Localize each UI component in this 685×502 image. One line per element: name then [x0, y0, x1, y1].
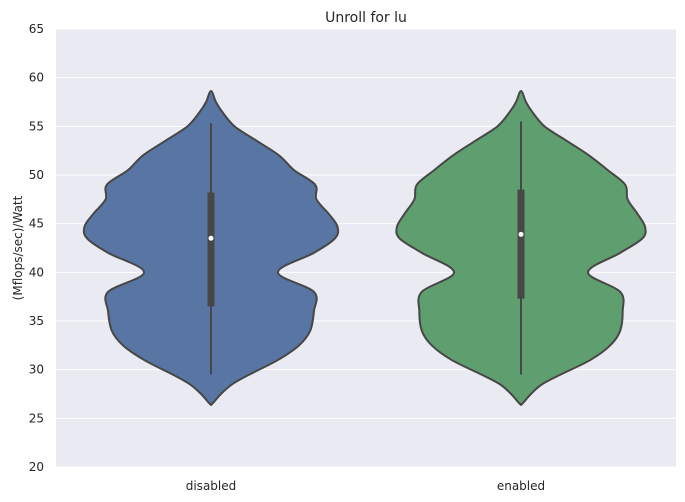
y-tick-label: 45 — [29, 217, 44, 231]
violins — [82, 90, 647, 406]
y-tick-labels: 20 25 30 35 40 45 50 55 60 65 — [29, 22, 44, 474]
y-tick-label: 55 — [29, 119, 44, 133]
y-tick-label: 25 — [29, 411, 44, 425]
y-axis-label: (Mflops/sec)/Watt — [11, 195, 25, 300]
y-tick-label: 60 — [29, 71, 44, 85]
chart-title: Unroll for lu — [325, 10, 407, 26]
median-point-enabled — [518, 231, 524, 237]
x-tick-label: disabled — [186, 479, 237, 493]
median-point-disabled — [208, 235, 214, 241]
y-tick-label: 40 — [29, 265, 44, 279]
y-tick-label: 50 — [29, 168, 44, 182]
x-tick-labels: disabled enabled — [186, 479, 545, 493]
y-tick-label: 35 — [29, 314, 44, 328]
y-tick-label: 30 — [29, 363, 44, 377]
y-tick-label: 65 — [29, 22, 44, 36]
x-tick-label: enabled — [497, 479, 545, 493]
y-tick-label: 20 — [29, 460, 44, 474]
iqr-box-disabled — [207, 192, 215, 307]
iqr-box-enabled — [517, 189, 525, 299]
